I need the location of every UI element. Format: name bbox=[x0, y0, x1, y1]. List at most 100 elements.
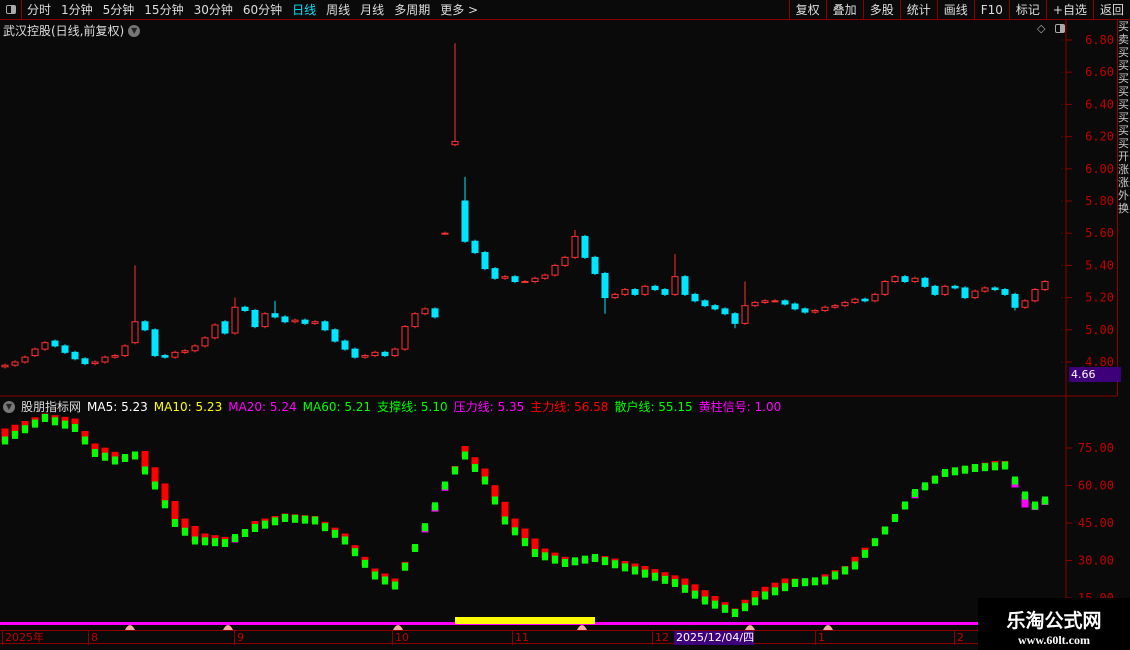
candle-body bbox=[181, 350, 189, 353]
indicator-bar bbox=[481, 468, 489, 483]
toolbar-button[interactable]: F10 bbox=[973, 0, 1009, 20]
chevron-down-icon[interactable]: ▼ bbox=[128, 24, 141, 37]
price-tick-label: 5.60 bbox=[1085, 226, 1114, 240]
retail-line-block bbox=[632, 566, 638, 575]
retail-line-block bbox=[962, 465, 968, 474]
retail-line-block bbox=[502, 516, 508, 525]
period-tab[interactable]: 周线 bbox=[326, 3, 351, 17]
candle-body bbox=[941, 285, 949, 295]
toolbar-button[interactable]: 标记 bbox=[1008, 0, 1046, 20]
retail-line-block bbox=[172, 519, 178, 527]
panel-toggle-button[interactable] bbox=[0, 0, 22, 20]
candle-body bbox=[361, 355, 369, 358]
retail-line-block bbox=[422, 523, 428, 532]
layout-toggle-icon[interactable] bbox=[1055, 24, 1065, 33]
indicator-tick-label: 30.00 bbox=[1078, 554, 1114, 568]
candle-body bbox=[161, 355, 169, 358]
candle-body bbox=[851, 298, 859, 303]
retail-line-block bbox=[202, 537, 208, 546]
candle-body bbox=[331, 329, 339, 342]
toolbar-button[interactable]: 复权 bbox=[788, 0, 826, 20]
period-tab[interactable]: 日线 bbox=[292, 3, 317, 17]
retail-line-block bbox=[392, 581, 398, 590]
candle-body bbox=[841, 301, 849, 307]
toolbar-button[interactable]: 叠加 bbox=[825, 0, 863, 20]
retail-line-block bbox=[402, 562, 408, 571]
candle-body bbox=[651, 285, 659, 291]
retail-line-block bbox=[242, 529, 248, 537]
toolbar-button[interactable]: +自选 bbox=[1045, 0, 1093, 20]
retail-line-block bbox=[532, 549, 538, 557]
grid-dot bbox=[1061, 361, 1063, 363]
date-label: 12 bbox=[652, 631, 669, 645]
candle-body bbox=[601, 272, 609, 299]
retail-line-block bbox=[572, 557, 578, 566]
grid-dot bbox=[1061, 39, 1063, 41]
retail-line-block bbox=[832, 571, 838, 580]
retail-line-block bbox=[42, 414, 48, 422]
indicator-name[interactable]: 股朋指标网 bbox=[21, 400, 82, 414]
retail-line-block bbox=[562, 559, 568, 567]
candle-body bbox=[961, 287, 969, 299]
indicator-bar bbox=[681, 578, 689, 591]
candle-body bbox=[881, 281, 889, 295]
grid-dot bbox=[1061, 168, 1063, 170]
period-tab[interactable]: 分时 bbox=[27, 3, 52, 17]
candle-body bbox=[611, 293, 619, 299]
grid-dot bbox=[1061, 264, 1063, 266]
retail-line-block bbox=[332, 529, 338, 538]
candle-body bbox=[581, 235, 589, 258]
period-tab[interactable]: 5分钟 bbox=[102, 3, 135, 17]
retail-line-block bbox=[72, 424, 78, 432]
period-tab[interactable]: 15分钟 bbox=[144, 3, 184, 17]
retail-line-block bbox=[122, 454, 128, 462]
indicator-bar bbox=[141, 451, 149, 473]
indicator-legend-item: MA10: 5.23 bbox=[153, 399, 223, 414]
candle-body bbox=[281, 316, 289, 323]
toolbar-button[interactable]: 多股 bbox=[862, 0, 900, 20]
indicator-bar bbox=[511, 518, 519, 534]
period-tab[interactable]: 多周期 bbox=[394, 3, 431, 17]
toolbar-button[interactable]: 画线 bbox=[936, 0, 974, 20]
period-tab[interactable]: 1分钟 bbox=[61, 3, 93, 17]
toolbar-button[interactable]: 统计 bbox=[899, 0, 937, 20]
period-tab[interactable]: 60分钟 bbox=[242, 3, 283, 17]
retail-line-block bbox=[992, 462, 998, 471]
candle-body bbox=[1, 364, 9, 368]
retail-line-block bbox=[942, 469, 948, 477]
date-label: 9 bbox=[234, 631, 244, 645]
candle-body bbox=[191, 345, 199, 352]
toolbar-button[interactable]: 返回 bbox=[1092, 0, 1130, 20]
candle-body bbox=[921, 277, 929, 287]
candle-body bbox=[991, 287, 999, 291]
candle-body bbox=[441, 232, 449, 235]
retail-line-block bbox=[82, 436, 88, 445]
candle-body bbox=[411, 313, 419, 328]
indicator-bar bbox=[701, 590, 709, 603]
grid-dot bbox=[1061, 200, 1063, 202]
candle-body bbox=[151, 329, 159, 357]
candle-body bbox=[671, 276, 679, 295]
candle-body bbox=[481, 252, 489, 270]
indicator-menu-icon[interactable]: ▼ bbox=[3, 400, 15, 413]
retail-line-block bbox=[432, 502, 438, 511]
indicator-legend-item: 散户线: 55.15 bbox=[614, 400, 693, 414]
retail-line-block bbox=[582, 555, 588, 564]
retail-line-block bbox=[672, 579, 678, 587]
candle-body bbox=[1031, 289, 1039, 302]
retail-line-block bbox=[272, 517, 278, 526]
price-tick-label: 5.80 bbox=[1085, 194, 1114, 208]
retail-line-block bbox=[142, 466, 148, 475]
diamond-icon[interactable]: ◇ bbox=[1037, 22, 1046, 35]
period-tab[interactable]: 月线 bbox=[360, 3, 385, 17]
retail-line-block bbox=[232, 534, 238, 542]
retail-line-block bbox=[322, 523, 328, 532]
grid-dot bbox=[1061, 136, 1063, 138]
retail-line-block bbox=[262, 520, 268, 529]
candle-body bbox=[251, 309, 259, 328]
period-tab[interactable]: 更多 > bbox=[440, 3, 479, 17]
retail-line-block bbox=[342, 536, 348, 545]
period-tab[interactable]: 30分钟 bbox=[193, 3, 233, 17]
retail-line-block bbox=[662, 575, 668, 584]
